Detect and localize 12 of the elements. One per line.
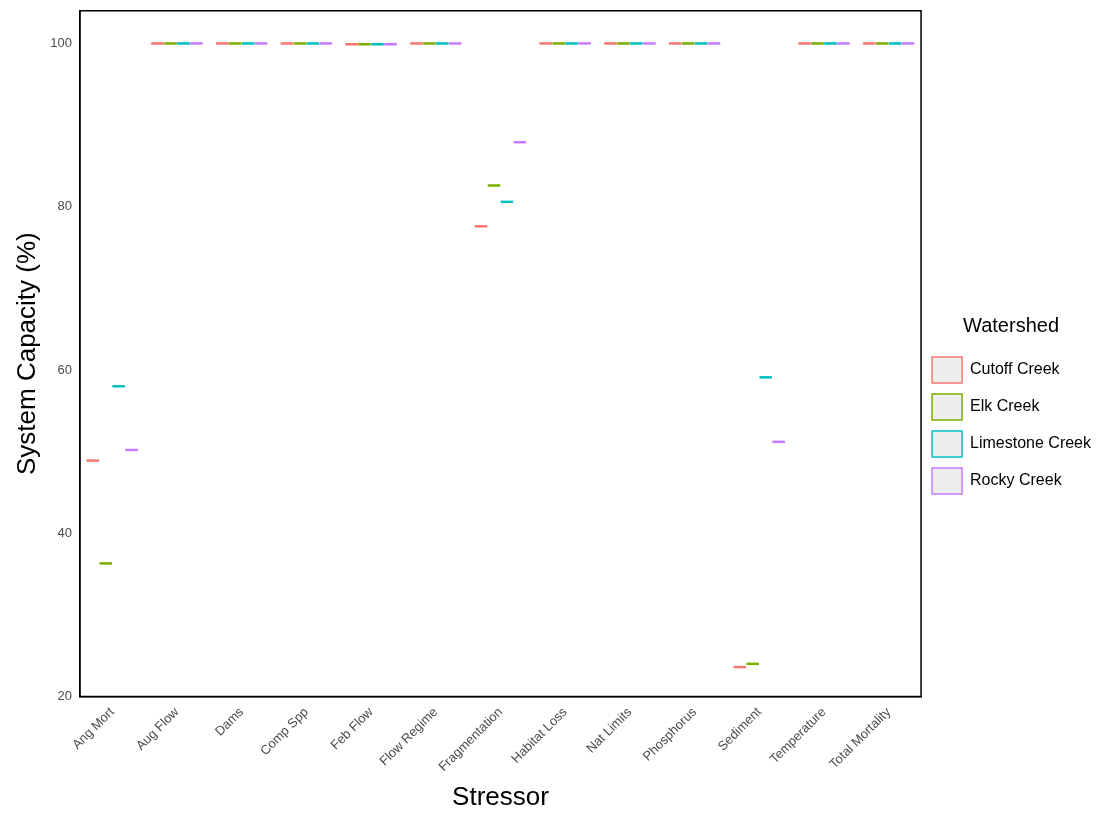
legend-label: Rocky Creek — [970, 471, 1063, 489]
y-tick-label: 100 — [50, 35, 72, 51]
y-tick-label: 60 — [57, 361, 72, 377]
legend-label: Limestone Creek — [970, 434, 1092, 452]
y-tick-label: 40 — [57, 524, 72, 540]
y-tick-label: 80 — [57, 198, 72, 214]
x-axis-title: Stressor — [452, 780, 550, 811]
legend-label: Elk Creek — [970, 397, 1041, 415]
y-axis-title: System Capacity (%) — [10, 232, 41, 476]
legend-title: Watershed — [963, 313, 1060, 336]
legend-label: Cutoff Creek — [970, 360, 1061, 378]
y-tick-label: 20 — [57, 688, 72, 704]
